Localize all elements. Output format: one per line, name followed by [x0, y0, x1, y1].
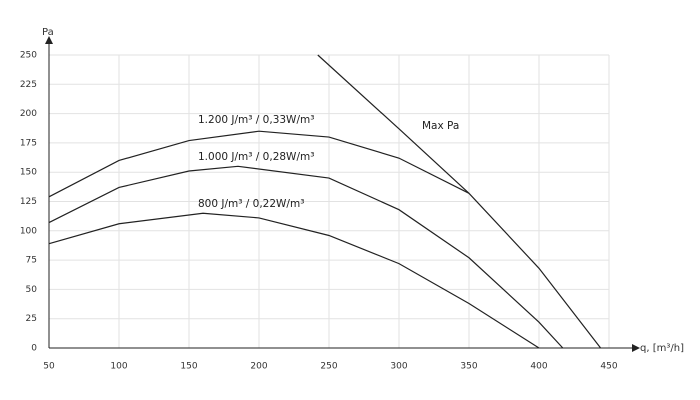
y-tick-label: 225 — [20, 80, 37, 90]
curve-label: 1.000 J/m³ / 0,28W/m³ — [198, 151, 314, 163]
y-axis-arrow — [45, 36, 53, 44]
x-tick-label: 200 — [250, 362, 267, 372]
y-tick-label: 100 — [20, 226, 37, 236]
y-tick-label: 0 — [31, 344, 37, 354]
x-tick-label: 250 — [320, 362, 337, 372]
x-tick-label: 100 — [110, 362, 127, 372]
x-tick-label: 150 — [180, 362, 197, 372]
x-tick-label: 450 — [600, 362, 617, 372]
y-tick-label: 175 — [20, 138, 37, 148]
y-tick-label: 150 — [20, 168, 37, 178]
curve-label: 800 J/m³ / 0,22W/m³ — [198, 198, 304, 210]
y-tick-label: 75 — [26, 256, 37, 266]
y-tick-label: 125 — [20, 197, 37, 207]
curve — [317, 54, 602, 349]
y-tick-label: 200 — [20, 109, 37, 119]
y-tick-label: 25 — [26, 314, 37, 324]
x-tick-label: 50 — [43, 362, 55, 372]
curve — [48, 165, 564, 349]
curve — [48, 212, 540, 349]
x-axis-arrow — [632, 344, 640, 352]
x-tick-label: 350 — [460, 362, 477, 372]
x-tick-label: 300 — [390, 362, 407, 372]
curve-label: 1.200 J/m³ / 0,33W/m³ — [198, 114, 314, 126]
y-axis-label: Pa — [42, 27, 54, 38]
x-tick-label: 400 — [530, 362, 547, 372]
y-tick-label: 50 — [26, 285, 38, 295]
curve-label: Max Pa — [422, 120, 459, 132]
curve — [48, 130, 470, 198]
y-tick-label: 250 — [20, 51, 37, 61]
x-axis-label: q, [m³/h] — [640, 343, 684, 354]
